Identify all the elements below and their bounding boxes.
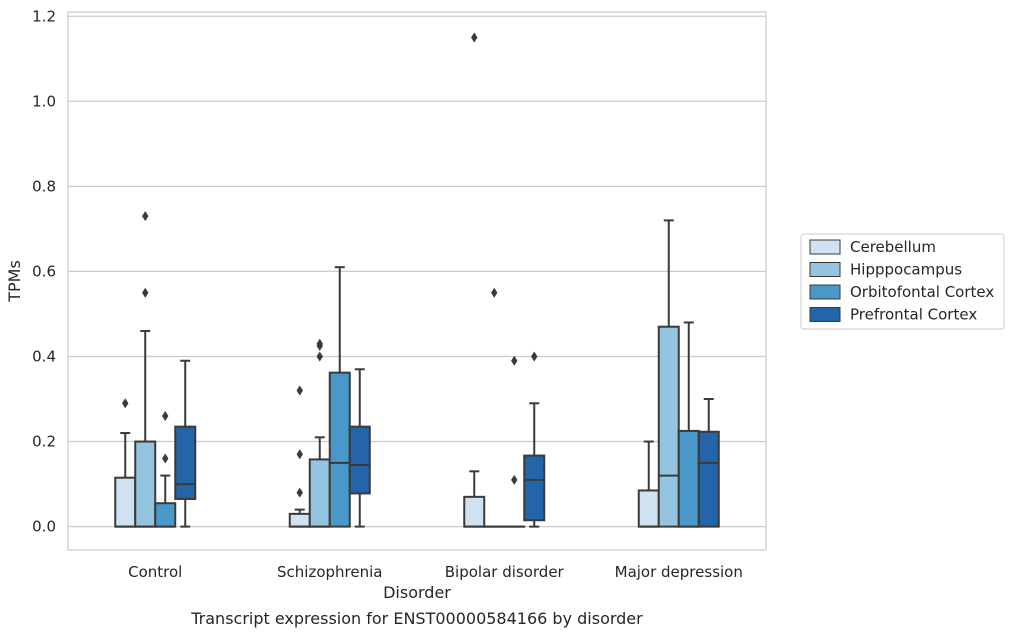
box <box>114 476 137 528</box>
box-group <box>657 219 680 528</box>
outlier-point <box>122 398 129 409</box>
x-tick-label: Control <box>128 563 182 581</box>
y-axis-label: TPMs <box>5 260 24 303</box>
legend: Cerebellum Hipppocampus Orbitofontal Corte… <box>800 233 1005 330</box>
box <box>308 458 331 528</box>
x-axis-label: Disorder <box>383 583 451 602</box>
y-tick-label: 0.4 <box>32 347 56 365</box>
outlier-point <box>491 287 498 298</box>
box <box>348 425 371 495</box>
legend-swatch <box>809 262 841 277</box>
box-group <box>114 398 137 528</box>
outlier-point <box>296 449 303 460</box>
outlier-point <box>531 351 538 362</box>
box-group <box>348 368 371 528</box>
box-group <box>134 211 157 528</box>
outlier-point <box>511 474 518 485</box>
y-axis-ticks: 0.0 0.2 0.4 0.6 0.8 1.0 1.2 <box>32 7 56 535</box>
legend-frame <box>800 233 1005 330</box>
outlier-point <box>316 338 323 349</box>
box <box>288 512 311 528</box>
y-tick-label: 0.0 <box>32 518 56 536</box>
box-group <box>483 287 506 528</box>
x-tick-label: Major depression <box>615 563 743 581</box>
y-tick-label: 0.6 <box>32 262 56 280</box>
box <box>154 502 177 528</box>
legend-swatch <box>809 239 841 255</box>
box-group <box>308 338 331 528</box>
box <box>637 489 660 528</box>
outlier-point <box>142 211 149 222</box>
legend-label: Prefrontal Cortex <box>850 306 977 324</box>
box <box>657 325 680 528</box>
box-group <box>463 32 486 528</box>
box <box>134 440 157 528</box>
y-tick-label: 1.0 <box>32 92 56 110</box>
legend-label: Orbitofontal Cortex <box>850 283 994 301</box>
box <box>523 454 546 522</box>
x-tick-label: Schizophrenia <box>277 563 382 581</box>
outlier-point <box>296 385 303 396</box>
box-group <box>174 359 197 528</box>
outlier-point <box>142 287 149 298</box>
legend-swatch <box>809 284 841 300</box>
box-group <box>637 440 660 528</box>
y-tick-label: 1.2 <box>32 7 56 25</box>
box-group <box>677 321 700 528</box>
legend-swatch <box>809 307 841 322</box>
plot-frame <box>67 11 767 551</box>
outlier-point <box>162 411 169 422</box>
y-tick-label: 0.8 <box>32 177 56 195</box>
outlier-point <box>296 487 303 498</box>
box <box>697 430 720 528</box>
legend-label: Hipppocampus <box>850 261 962 279</box>
legend-label: Cerebellum <box>850 238 936 256</box>
box-group <box>154 411 177 528</box>
chart-caption: Transcript expression for ENST0000058416… <box>190 609 643 628</box>
box-group <box>697 398 720 528</box>
y-tick-label: 0.2 <box>32 433 56 451</box>
box <box>677 429 700 528</box>
box-group <box>523 351 546 528</box>
outlier-point <box>471 32 478 43</box>
box <box>463 495 486 528</box>
box-group <box>328 266 351 528</box>
x-axis-ticks: Control Schizophrenia Bipolar disorder Majo… <box>128 563 743 581</box>
outlier-point <box>316 351 323 362</box>
box-group <box>288 385 311 528</box>
box <box>328 371 351 528</box>
box <box>174 425 197 500</box>
outlier-point <box>162 453 169 464</box>
outlier-point <box>511 355 518 366</box>
box-plot-area <box>114 32 720 528</box>
x-tick-label: Bipolar disorder <box>445 563 565 581</box>
box-group <box>503 355 526 528</box>
